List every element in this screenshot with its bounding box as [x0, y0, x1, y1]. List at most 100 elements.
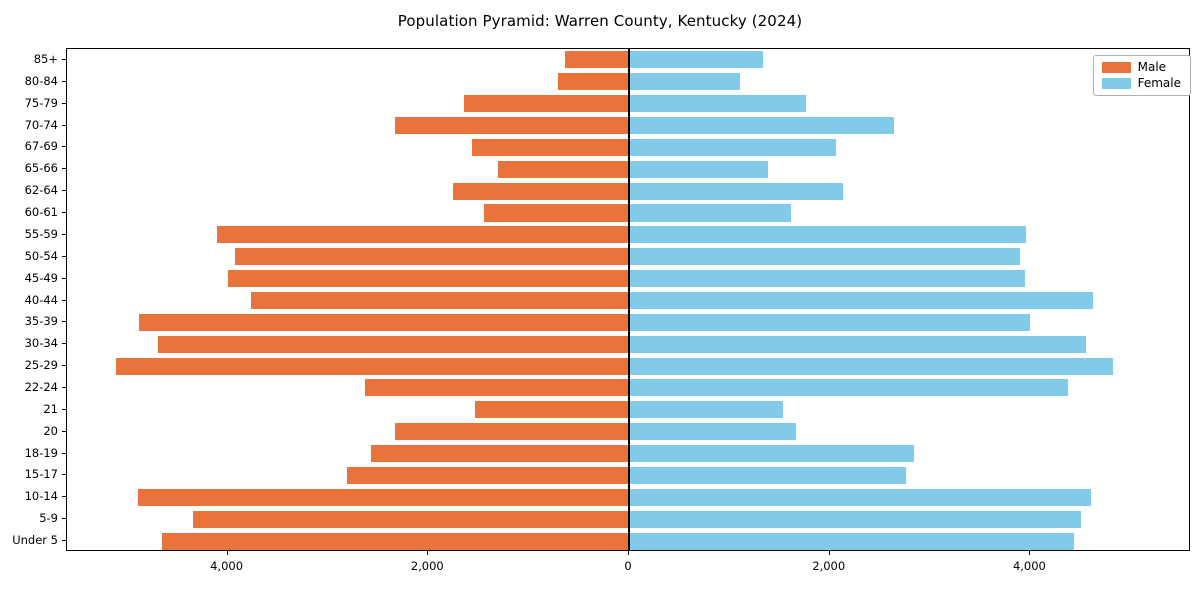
y-axis-tick-mark — [62, 212, 66, 214]
bar-male[interactable] — [565, 51, 629, 69]
bar-female[interactable] — [629, 95, 807, 113]
bar-male[interactable] — [217, 226, 629, 244]
bar-female[interactable] — [629, 117, 895, 135]
bar-male[interactable] — [365, 379, 629, 397]
bar-row — [67, 160, 1189, 178]
y-axis-labels: Under 5 5-9 10-14 15-17 18-19 20 21 22-24 25-29 3… — [0, 48, 58, 551]
y-axis-tick-mark — [62, 452, 66, 454]
bar-row — [67, 95, 1189, 113]
bar-male[interactable] — [193, 510, 629, 528]
bar-female[interactable] — [629, 488, 1092, 506]
y-axis-ticks — [0, 48, 66, 551]
x-axis-tick-mark — [226, 551, 228, 555]
y-axis-tick-mark — [62, 408, 66, 410]
bar-row — [67, 313, 1189, 331]
bar-male[interactable] — [251, 291, 629, 310]
y-axis-tick-mark — [62, 365, 66, 367]
bar-row — [67, 73, 1189, 91]
y-axis-tick-mark — [62, 233, 66, 235]
y-axis-tick-label: 20 — [43, 423, 58, 438]
y-axis-tick-mark — [62, 80, 66, 82]
bar-male[interactable] — [138, 488, 629, 506]
y-axis-tick-label: 55-59 — [24, 226, 58, 241]
bar-female[interactable] — [629, 51, 764, 69]
y-axis-tick-label: 22-24 — [24, 379, 58, 394]
chart-legend: Male Female — [1092, 55, 1191, 96]
x-axis-tick-mark — [828, 551, 830, 555]
x-axis-tick-label: 0 — [624, 559, 632, 573]
y-axis-tick-mark — [62, 474, 66, 476]
bar-male[interactable] — [115, 357, 629, 375]
bar-male[interactable] — [557, 73, 629, 91]
bar-male[interactable] — [234, 248, 629, 266]
bar-row — [67, 357, 1189, 375]
bars-layer — [67, 49, 1189, 550]
legend-label: Male — [1137, 60, 1167, 74]
legend-entry[interactable]: Female — [1101, 76, 1181, 90]
bar-female[interactable] — [629, 291, 1094, 310]
bar-male[interactable] — [371, 445, 629, 463]
x-axis-tick-label: 4,000 — [210, 559, 244, 573]
y-axis-tick-label: 85+ — [33, 51, 58, 66]
bar-male[interactable] — [452, 182, 629, 200]
bar-row — [67, 532, 1189, 550]
bar-male[interactable] — [158, 335, 629, 353]
bar-row — [67, 51, 1189, 69]
x-axis-tick-mark — [628, 551, 629, 555]
bar-female[interactable] — [629, 510, 1082, 528]
bar-row — [67, 423, 1189, 441]
y-axis-tick-label: 10-14 — [24, 489, 58, 504]
y-axis-tick-label: 30-34 — [24, 336, 58, 351]
bar-female[interactable] — [629, 138, 836, 156]
bar-row — [67, 401, 1189, 419]
bar-row — [67, 270, 1189, 288]
plot-area — [66, 48, 1190, 551]
bar-male[interactable] — [472, 138, 629, 156]
bar-row — [67, 182, 1189, 200]
bar-female[interactable] — [629, 73, 740, 91]
y-axis-tick-mark — [62, 496, 66, 498]
bar-male[interactable] — [475, 401, 629, 419]
bar-male[interactable] — [484, 204, 629, 222]
bar-row — [67, 379, 1189, 397]
bar-male[interactable] — [346, 466, 629, 484]
bar-female[interactable] — [629, 248, 1020, 266]
bar-female[interactable] — [629, 204, 791, 222]
y-axis-tick-mark — [62, 430, 66, 432]
bar-male[interactable] — [228, 270, 629, 288]
legend-entry[interactable]: Male — [1101, 60, 1181, 74]
legend-swatch — [1101, 78, 1131, 89]
x-axis-tick-label: 2,000 — [812, 559, 846, 573]
y-axis-tick-label: 25-29 — [24, 358, 58, 373]
y-axis-tick-mark — [62, 518, 66, 520]
bar-female[interactable] — [629, 423, 797, 441]
bar-female[interactable] — [629, 270, 1025, 288]
bar-male[interactable] — [463, 95, 629, 113]
bar-row — [67, 510, 1189, 528]
bar-female[interactable] — [629, 226, 1026, 244]
bar-female[interactable] — [629, 182, 844, 200]
y-axis-tick-label: 62-64 — [24, 183, 58, 198]
bar-female[interactable] — [629, 401, 783, 419]
x-axis-tick-label: 2,000 — [410, 559, 444, 573]
bar-female[interactable] — [629, 445, 914, 463]
bar-female[interactable] — [629, 313, 1031, 331]
bar-female[interactable] — [629, 160, 768, 178]
y-axis-tick-mark — [62, 277, 66, 279]
bar-male[interactable] — [162, 532, 629, 550]
bar-male[interactable] — [497, 160, 629, 178]
y-axis-tick-mark — [62, 58, 66, 60]
bar-male[interactable] — [139, 313, 629, 331]
bar-female[interactable] — [629, 466, 907, 484]
legend-label: Female — [1137, 76, 1181, 90]
y-axis-tick-label: 35-39 — [24, 314, 58, 329]
bar-female[interactable] — [629, 532, 1075, 550]
y-axis-tick-label: 60-61 — [24, 205, 58, 220]
bar-female[interactable] — [629, 335, 1087, 353]
bar-row — [67, 488, 1189, 506]
bar-female[interactable] — [629, 357, 1113, 375]
y-axis-tick-label: 15-17 — [24, 467, 58, 482]
bar-male[interactable] — [394, 423, 629, 441]
bar-male[interactable] — [394, 117, 629, 135]
bar-female[interactable] — [629, 379, 1068, 397]
